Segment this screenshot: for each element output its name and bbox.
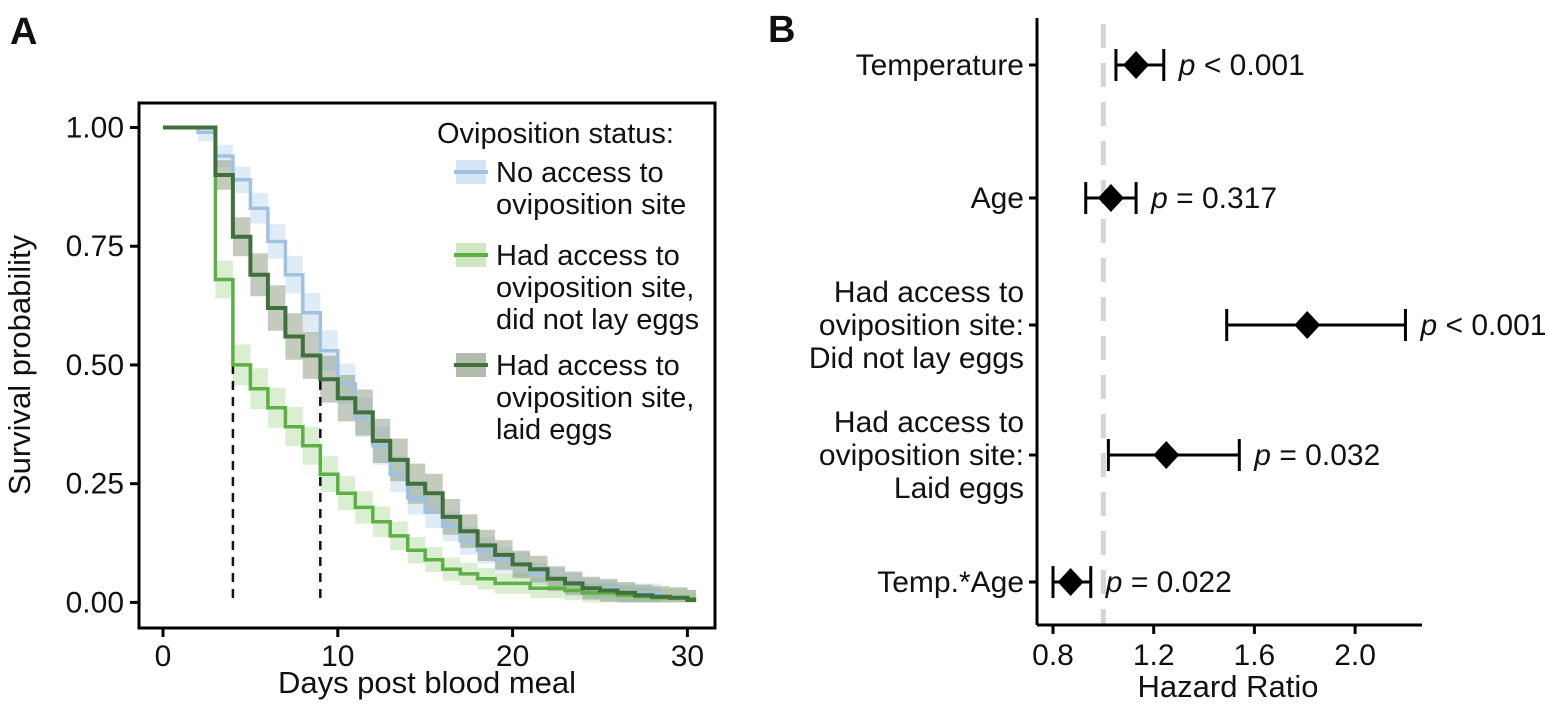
legend-item-label: Had access to — [496, 240, 680, 272]
legend-item-label: Had access to — [496, 350, 680, 382]
y-tick-label: 0.25 — [66, 468, 124, 501]
row-label: Temperature — [856, 49, 1024, 82]
row-label: Age — [971, 182, 1024, 215]
median-survival-dashed-lines — [231, 364, 322, 603]
forest-row-4: Temp.*Age p = 0.022 — [877, 566, 1232, 599]
panel-b-axes: 0.8 1.2 1.6 2.0 — [1032, 18, 1422, 672]
b-x-tick-label: 2.0 — [1334, 639, 1376, 672]
x-tick-label: 10 — [321, 640, 354, 673]
panel-b-label: B — [768, 9, 795, 51]
survival-curve-series-2 — [163, 125, 697, 602]
survival-curve-series-1 — [163, 125, 697, 601]
forest-row-2: Had access to oviposition site: Did not la… — [809, 276, 1547, 375]
row-label: Had access to oviposition site: Did not la… — [809, 276, 1024, 375]
p-value-label: p = 0.317 — [1150, 182, 1277, 215]
b-x-axis-title: Hazard Ratio — [1138, 669, 1319, 704]
legend: Oviposition status: No access tooviposit… — [437, 118, 699, 446]
forest-plot-rows: Temperature p < 0.001 Age p = 0.317 Had acce… — [809, 49, 1547, 599]
a-y-axis-title: Survival probability — [2, 234, 37, 495]
hazard-ratio-diamond — [1153, 441, 1180, 469]
legend-item-label: laid eggs — [496, 414, 612, 446]
forest-row-1: Age p = 0.317 — [971, 182, 1277, 215]
legend-item-label: oviposition site, — [496, 272, 694, 304]
a-x-axis-title: Days post blood meal — [278, 665, 576, 700]
b-x-tick-label: 1.6 — [1234, 639, 1276, 672]
p-value-label: p < 0.001 — [1178, 49, 1305, 82]
survival-step-curves — [163, 125, 697, 602]
hazard-ratio-diamond — [1123, 51, 1150, 79]
forest-row-0: Temperature p < 0.001 — [856, 49, 1305, 82]
panel-a-label: A — [10, 11, 37, 53]
hazard-ratio-diamond — [1057, 568, 1084, 596]
confidence-bands — [198, 127, 697, 603]
y-tick-label: 0.50 — [66, 349, 124, 382]
p-value-label: p = 0.032 — [1253, 439, 1380, 472]
p-value-label: p < 0.001 — [1420, 309, 1547, 342]
row-label: Temp.*Age — [877, 566, 1024, 599]
p-value-label: p = 0.022 — [1105, 566, 1232, 599]
forest-row-3: Had access to oviposition site: Laid eggs p… — [819, 406, 1380, 505]
x-tick-label: 30 — [671, 640, 704, 673]
panel-a-km-survival-plot: A 1.00 0.75 0.50 0.25 0.00 0 10 20 30 Survival p… — [2, 11, 717, 700]
confidence-band-series-2 — [215, 160, 697, 603]
x-tick-label: 0 — [155, 640, 172, 673]
b-x-tick-label: 0.8 — [1032, 639, 1074, 672]
legend-item-label: oviposition site, — [496, 382, 694, 414]
panel-b-forest-plot: B 0.8 1.2 1.6 2.0 Temperature p < 0.001 Age p … — [768, 9, 1546, 704]
y-tick-label: 1.00 — [66, 112, 124, 145]
legend-item-label: No access to — [496, 157, 664, 189]
legend-title: Oviposition status: — [437, 118, 674, 150]
legend-item-label: oviposition site — [496, 189, 686, 221]
y-tick-label: 0.75 — [66, 230, 124, 263]
y-tick-label: 0.00 — [66, 586, 124, 619]
hazard-ratio-diamond — [1097, 184, 1124, 212]
confidence-band-series-1 — [215, 260, 697, 603]
x-tick-label: 20 — [496, 640, 529, 673]
legend-item-label: did not lay eggs — [496, 304, 699, 336]
row-label: Had access to oviposition site: Laid eggs — [819, 406, 1024, 505]
b-x-tick-label: 1.2 — [1133, 639, 1175, 672]
panel-a-axis-ticks: 1.00 0.75 0.50 0.25 0.00 0 10 20 30 — [66, 112, 704, 674]
hazard-ratio-diamond — [1294, 311, 1321, 339]
